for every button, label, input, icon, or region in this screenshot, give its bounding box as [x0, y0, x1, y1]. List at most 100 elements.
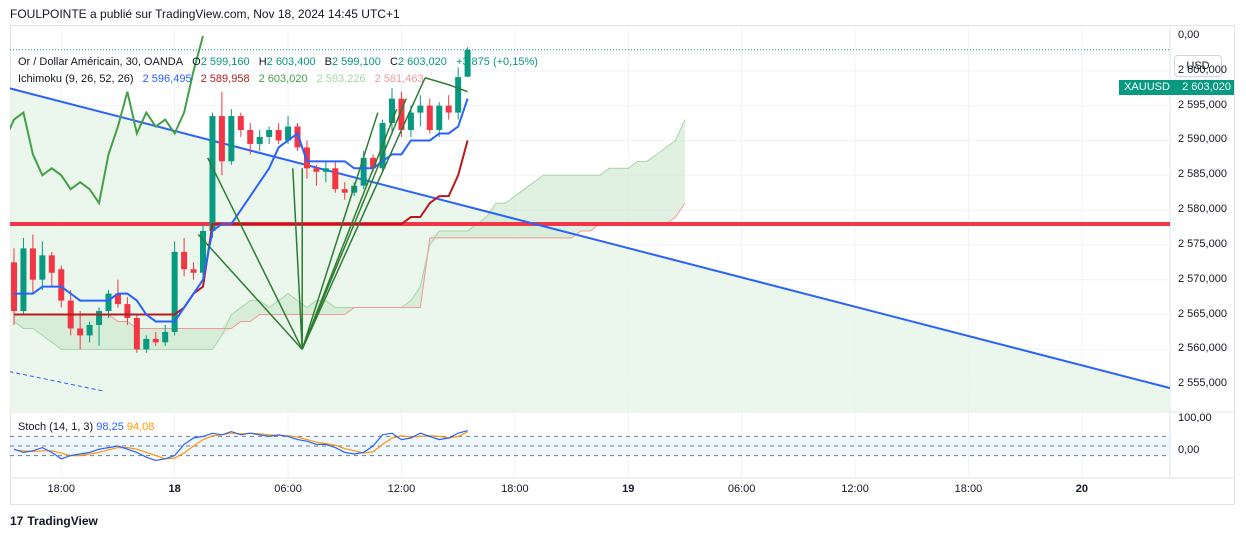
stoch-legend: Stoch (14, 1, 3) 98,25 94,08	[18, 421, 154, 433]
publisher-line: FOULPOINTE a publié sur TradingView.com,…	[10, 7, 400, 21]
price-tick-label: 2 595,000	[1178, 98, 1227, 111]
price-tick-label: 2 600,000	[1178, 63, 1227, 76]
span-b-value: 2 581,463	[374, 73, 424, 85]
candle-body	[445, 105, 452, 113]
price-tick-label: 2 555,000	[1178, 377, 1227, 390]
candle-body	[48, 255, 55, 273]
candle-body	[313, 168, 320, 172]
kijun-value: 2 589,958	[200, 73, 250, 85]
open-label: O	[192, 56, 201, 68]
high-value: 2 603,400	[266, 56, 316, 68]
candle-body	[114, 293, 121, 305]
stoch-k-line	[13, 430, 468, 462]
candle-body	[266, 130, 273, 137]
candle-body	[407, 112, 414, 130]
projection-arrow	[292, 168, 303, 350]
candle-body	[351, 185, 358, 193]
projection-arrow	[301, 98, 407, 350]
senkou-span-a	[13, 119, 686, 350]
price-tick-label: 2 565,000	[1178, 307, 1227, 320]
symbol-price-tag: XAUUSD	[1119, 80, 1175, 95]
stoch-d-line	[13, 431, 468, 460]
candle-body	[162, 331, 169, 343]
brand-name: TradingView	[27, 514, 98, 528]
last-price-tag: 2 603,020	[1174, 80, 1234, 95]
candle-body	[322, 168, 329, 172]
candle-body	[105, 293, 112, 312]
candle-body	[247, 130, 254, 144]
close-label: C	[389, 56, 398, 68]
chikou-span	[10, 35, 204, 206]
stoch-tick-label: 0,00	[1178, 444, 1200, 456]
candle-body	[39, 255, 46, 280]
time-tick-label: 06:00	[727, 483, 756, 495]
candle-body	[209, 116, 216, 231]
symbol-name[interactable]: Or / Dollar Américain, 30, OANDA	[18, 56, 184, 68]
candle-body	[58, 269, 65, 301]
candle-body	[398, 98, 405, 130]
price-tick-label: 2 560,000	[1178, 342, 1227, 355]
ichimoku-cloud	[14, 119, 685, 350]
projection-arrow	[301, 108, 398, 350]
ichimoku-legend: Ichimoku (9, 26, 52, 26) 2 596,495 2 589…	[18, 73, 430, 85]
candle-body	[181, 251, 188, 270]
tradingview-footer[interactable]: 17 TradingView	[10, 514, 98, 528]
time-tick-label: 12:00	[387, 483, 416, 495]
time-tick-label: 18:00	[501, 483, 529, 495]
low-label: B	[324, 56, 332, 68]
stoch-k-value: 98,25	[96, 421, 124, 433]
candle-body	[29, 248, 36, 280]
projection-arrow	[207, 157, 303, 350]
trendline-dashed-tail	[10, 371, 104, 392]
open-value: 2 599,160	[200, 56, 250, 68]
span-a-value: 2 593,226	[316, 73, 366, 85]
candle-body	[228, 116, 235, 162]
candle-body	[426, 105, 433, 130]
price-tick-label: 2 580,000	[1178, 203, 1227, 216]
tenkan-sen	[14, 98, 469, 323]
descending-trendline	[10, 87, 1170, 390]
projection-arrow	[301, 77, 426, 350]
change-value: +3,875 (+0,15%)	[455, 56, 538, 68]
tenkan-value: 2 596,495	[142, 73, 192, 85]
ichimoku-label[interactable]: Ichimoku (9, 26, 52, 26)	[18, 73, 134, 85]
plot-group	[10, 35, 1170, 412]
time-tick-label: 20	[1075, 483, 1088, 495]
stoch-d-value: 94,08	[126, 421, 155, 433]
candle-body	[303, 147, 310, 169]
candle-body	[294, 126, 301, 148]
candle-body	[256, 136, 263, 144]
time-tick-label: 18:00	[954, 483, 983, 495]
candle-body	[133, 318, 140, 350]
time-tick-label: 12:00	[841, 483, 869, 495]
candle-body	[360, 157, 367, 186]
time-tick-label: 18:00	[47, 483, 76, 495]
candle-body	[285, 126, 292, 141]
price-tick-label: 2 575,000	[1178, 237, 1227, 250]
candle-body	[143, 338, 150, 350]
candle-body	[77, 328, 84, 336]
candle-body	[171, 251, 178, 332]
projection-arrow	[197, 233, 303, 350]
stoch-label[interactable]: Stoch (14, 1, 3)	[18, 421, 94, 433]
candle-body	[20, 248, 27, 312]
currency-selector[interactable]: USD	[1174, 55, 1222, 77]
time-tick-label: 19	[622, 483, 635, 495]
price-tick-label: 2 590,000	[1178, 133, 1227, 146]
candle-body	[237, 116, 244, 130]
low-value: 2 599,100	[331, 56, 381, 68]
time-tick-label: 18	[168, 483, 181, 495]
candle-body	[218, 116, 225, 162]
candle-body	[332, 168, 339, 190]
stoch-tick-label: 100,00	[1178, 412, 1212, 424]
candle-body	[11, 262, 17, 312]
candle-body	[190, 269, 197, 273]
price-axis-top-label: 0,00	[1178, 29, 1200, 41]
candle-body	[417, 105, 424, 113]
candle-body	[370, 157, 377, 169]
candle-body	[275, 130, 282, 141]
chikou-value: 2 603,020	[258, 73, 308, 85]
price-tick-label: 2 570,000	[1178, 272, 1227, 285]
candle-body	[86, 324, 93, 336]
